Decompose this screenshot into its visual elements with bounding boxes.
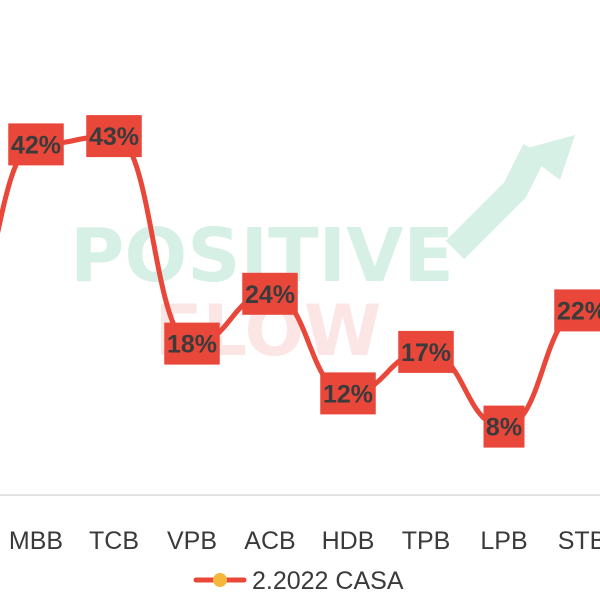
data-labels: 42% 43% 18% 24% 12% 17% 8% 22% — [8, 115, 600, 448]
data-label-box — [164, 322, 220, 365]
category-label: ACB — [244, 527, 295, 555]
watermark-logo: POSITIVE FLOW — [70, 135, 575, 372]
data-label: 24% — [242, 272, 298, 315]
category-label: HDB — [322, 527, 375, 555]
data-label-value: 24% — [245, 281, 295, 309]
category-label: TPB — [402, 527, 451, 555]
data-label-box — [242, 272, 298, 315]
data-label-value: 17% — [401, 339, 451, 367]
data-label: 42% — [8, 123, 64, 166]
category-axis-labels: MBB TCB VPB ACB HDB TPB LPB STB — [9, 527, 600, 555]
data-label: 18% — [164, 322, 220, 365]
data-label-box — [8, 123, 64, 166]
legend-label: 2.2022 CASA — [252, 567, 404, 595]
watermark-arrowhead-icon — [520, 135, 575, 180]
data-label-box — [398, 330, 454, 373]
category-label: STB — [558, 527, 600, 555]
data-label-box — [554, 289, 600, 332]
legend: 2.2022 CASA — [193, 567, 404, 595]
category-label: TCB — [89, 527, 139, 555]
category-label: LPB — [480, 527, 527, 555]
data-label-box — [483, 405, 525, 448]
data-label-box — [86, 115, 142, 158]
data-label-value: 12% — [323, 380, 373, 408]
watermark-arrow-icon — [445, 144, 547, 260]
data-label-value: 22% — [557, 297, 600, 325]
data-label: 8% — [483, 405, 525, 448]
data-label-value: 42% — [11, 131, 61, 159]
data-label-value: 18% — [167, 331, 217, 359]
data-label: 22% — [554, 289, 600, 332]
category-label: MBB — [9, 527, 63, 555]
data-label: 12% — [320, 372, 376, 415]
legend-marker-icon — [213, 573, 227, 587]
data-label-value: 8% — [486, 414, 522, 442]
data-label: 17% — [398, 330, 454, 373]
data-label-box — [320, 372, 376, 415]
data-label: 43% — [86, 115, 142, 158]
data-label-value: 43% — [89, 123, 139, 151]
category-label: VPB — [167, 527, 217, 555]
